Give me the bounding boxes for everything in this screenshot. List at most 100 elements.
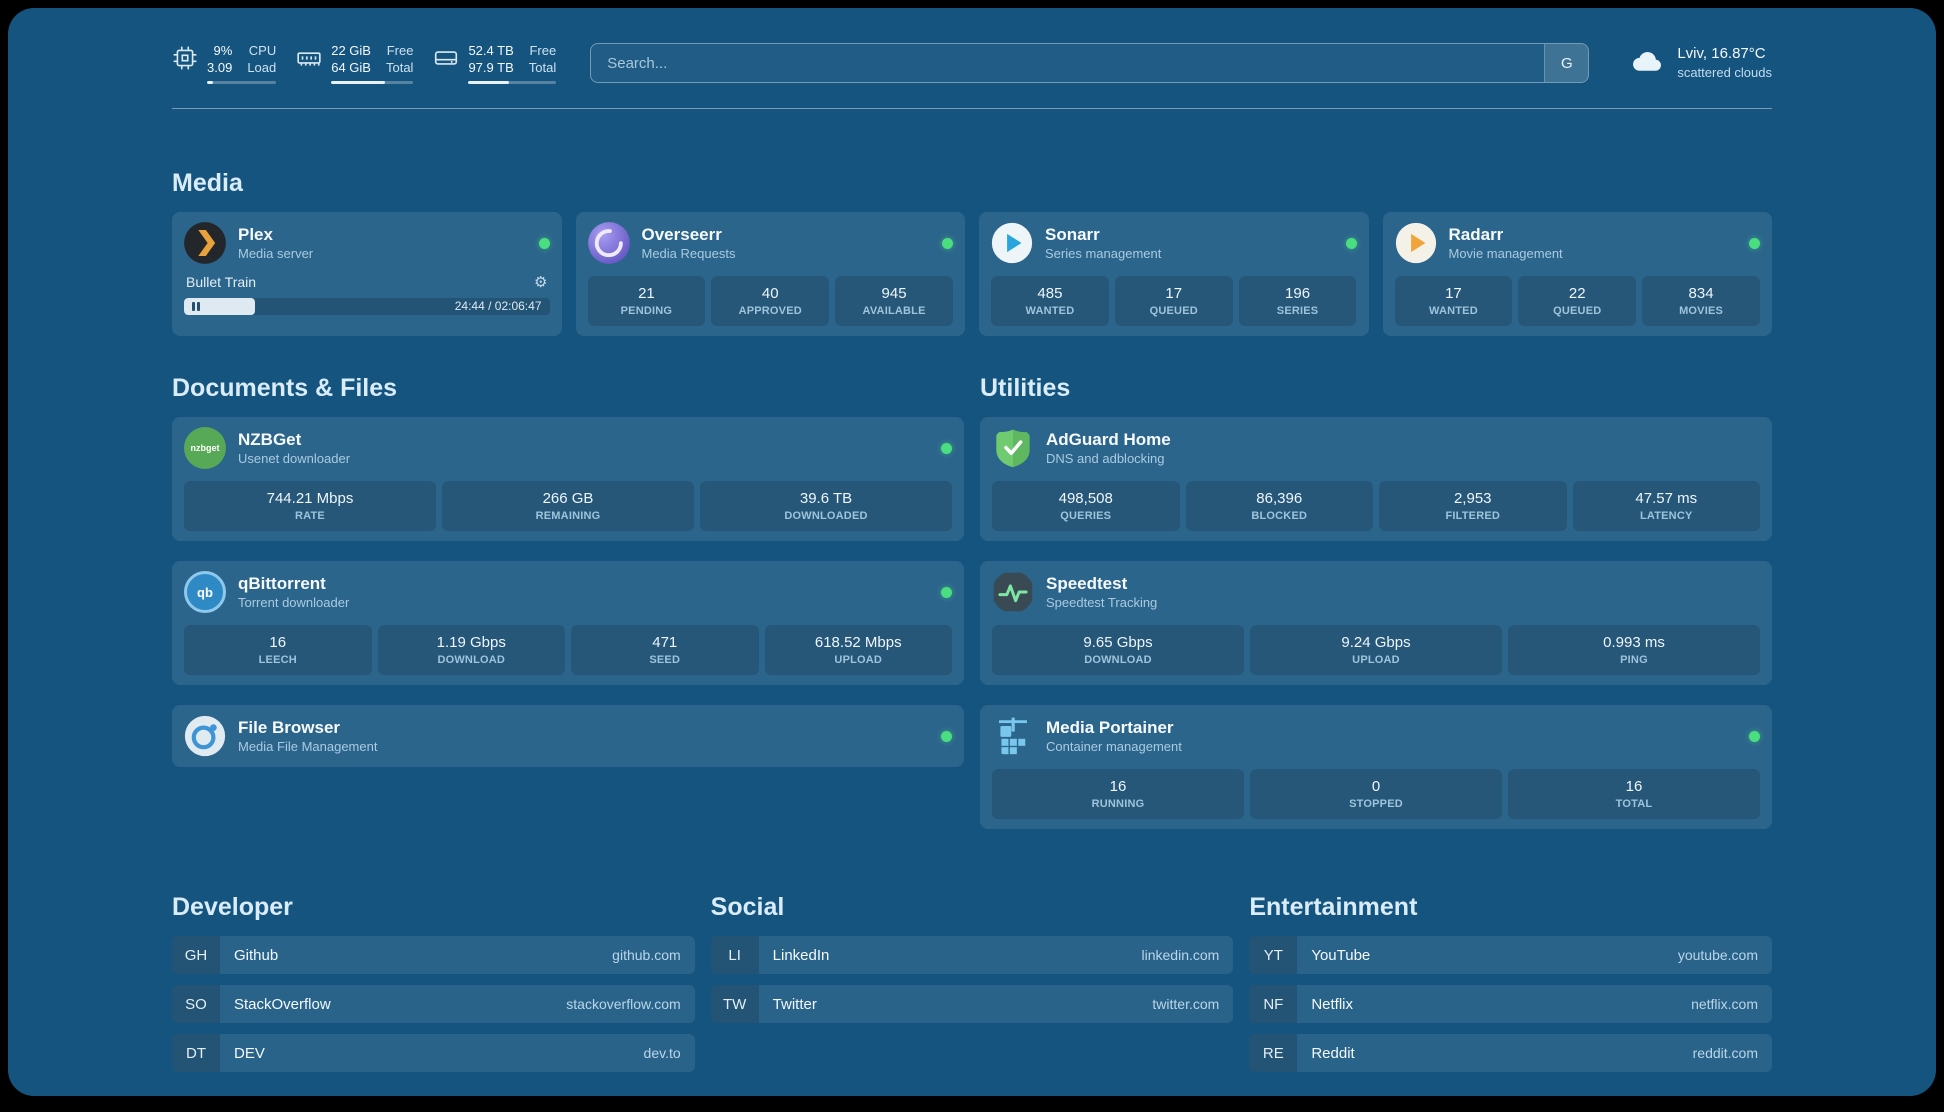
service-name: NZBGet [238,430,302,449]
search-input[interactable] [591,44,1545,82]
bookmark-twitter[interactable]: TW Twitter twitter.com [710,985,1234,1023]
bookmark-github[interactable]: GH Github github.com [172,936,695,974]
stat-queued: 22 QUEUED [1518,276,1637,326]
status-dot [941,442,952,454]
disk-readout: 52.4 TB 97.9 TB Free Total [468,42,557,84]
stat-remaining: 266 GB REMAINING [442,481,694,531]
service-card-sonarr[interactable]: Sonarr Series management 485 WANTED 17 Q… [979,212,1369,336]
service-name: Plex [238,225,273,244]
service-name: Sonarr [1045,225,1100,244]
service-card-filebrowser[interactable]: File Browser Media File Management [172,705,964,767]
service-card-radarr[interactable]: Radarr Movie management 17 WANTED 22 QUE… [1382,212,1772,336]
memory-progress-fill [331,81,386,84]
topbar-divider [172,108,1772,109]
stat-download: 9.65 Gbps DOWNLOAD [992,625,1244,675]
memory-free-label: Free [386,43,414,58]
search-provider-button[interactable]: G [1544,44,1589,82]
service-card-qbittorrent[interactable]: qb qBittorrent Torrent downloader 16 LEE… [172,561,964,685]
service-card-portainer[interactable]: Media Portainer Container management 16 … [980,705,1772,829]
filebrowser-icon [184,715,226,757]
service-name: Radarr [1448,225,1504,244]
bookmark-abbr: GH [172,936,220,974]
cloud-icon [1629,43,1665,84]
disk-progress-fill [468,81,509,84]
weather-widget[interactable]: Lviv, 16.87°C scattered clouds [1629,43,1772,84]
status-dot [1749,237,1760,249]
disk-free-label: Free [529,43,557,58]
section-heading-entertainment: Entertainment [1249,893,1418,921]
status-dot [1345,237,1357,249]
stat-latency: 47.57 ms LATENCY [1572,481,1760,531]
bookmark-url: reddit.com [1692,1045,1758,1061]
cpu-load-label: Load [247,60,277,75]
playback-time: 24:44 / 02:06:47 [454,299,542,313]
bookmarks-entertainment: Entertainment YT YouTube youtube.com NF … [1249,893,1772,1083]
qbittorrent-icon: qb [184,571,226,613]
stat-total: 16 TOTAL [1508,769,1760,819]
search-bar[interactable]: G [590,43,1590,83]
service-card-nzbget[interactable]: nzbget NZBGet Usenet downloader 744.21 M… [172,417,964,541]
service-subtitle: Movie management [1448,246,1563,261]
service-card-plex[interactable]: Plex Media server Bullet Train ⚙ 24:44 /… [172,212,562,336]
stat-series: 196 SERIES [1238,276,1357,326]
bookmark-url: linkedin.com [1141,947,1220,963]
bookmark-abbr: YT [1249,936,1298,974]
disk-total-value: 97.9 TB [468,60,514,75]
service-card-overseerr[interactable]: Overseerr Media Requests 21 PENDING 40 A… [575,212,965,336]
bookmark-abbr: RE [1249,1034,1298,1072]
bookmark-abbr: DT [172,1034,220,1072]
bookmark-name: Twitter [772,995,817,1013]
memory-free-value: 22 GiB [331,43,371,58]
cpu-usage-value: 9% [213,43,233,58]
playback-progress-fill [184,298,256,315]
service-subtitle: Media Requests [641,246,736,261]
settings-gear-icon[interactable]: ⚙ [534,274,548,291]
radarr-icon [1395,222,1437,264]
bookmark-name: StackOverflow [234,995,331,1013]
bookmark-youtube[interactable]: YT YouTube youtube.com [1249,936,1772,974]
section-heading-documents: Documents & Files [172,374,398,402]
bookmark-dev[interactable]: DT DEV dev.to [172,1034,695,1072]
bookmark-url: github.com [612,947,681,963]
service-name: Speedtest [1046,574,1128,593]
stat-seed: 471 SEED [571,625,759,675]
bookmark-name: Netflix [1311,995,1354,1013]
stat-upload: 618.52 Mbps UPLOAD [764,625,952,675]
stat-wanted: 485 WANTED [991,276,1109,326]
bookmark-reddit[interactable]: RE Reddit reddit.com [1249,1034,1772,1072]
bookmark-name: DEV [234,1044,265,1062]
cpu-icon [172,45,198,76]
service-subtitle: Media server [238,246,314,261]
service-card-adguard[interactable]: AdGuard Home DNS and adblocking 498,508 … [980,417,1772,541]
service-name: File Browser [238,718,341,737]
bookmark-stackoverflow[interactable]: SO StackOverflow stackoverflow.com [172,985,695,1023]
nzbget-icon: nzbget [184,427,226,469]
service-subtitle: Usenet downloader [238,451,351,466]
service-name: Overseerr [641,225,722,244]
pause-icon[interactable] [192,302,200,311]
stat-ping: 0.993 ms PING [1508,625,1760,675]
status-dot [941,730,952,742]
bookmark-name: YouTube [1311,946,1371,964]
service-name: Media Portainer [1046,718,1174,737]
service-subtitle: DNS and adblocking [1046,451,1165,466]
disk-widget: 52.4 TB 97.9 TB Free Total [433,42,557,84]
memory-progress-bar [331,81,414,84]
cpu-progress-fill [207,81,214,84]
bookmark-netflix[interactable]: NF Netflix netflix.com [1249,985,1772,1023]
service-card-speedtest[interactable]: Speedtest Speedtest Tracking 9.65 Gbps D… [980,561,1772,685]
topbar: 9% 3.09 CPU Load [172,42,1772,84]
stat-available: 945 AVAILABLE [835,276,953,326]
service-subtitle: Media File Management [238,739,378,754]
speedtest-icon [992,571,1034,613]
disk-free-value: 52.4 TB [468,43,514,58]
bookmark-abbr: NF [1249,985,1298,1023]
disk-progress-bar [468,81,557,84]
cpu-usage-label: CPU [248,43,277,58]
bookmark-linkedin[interactable]: LI LinkedIn linkedin.com [710,936,1234,974]
stat-queued: 17 QUEUED [1114,276,1233,326]
disk-total-label: Total [528,60,557,75]
playback-progress-bar[interactable]: 24:44 / 02:06:47 [184,298,550,315]
portainer-icon [992,715,1034,757]
stat-running: 16 RUNNING [992,769,1244,819]
